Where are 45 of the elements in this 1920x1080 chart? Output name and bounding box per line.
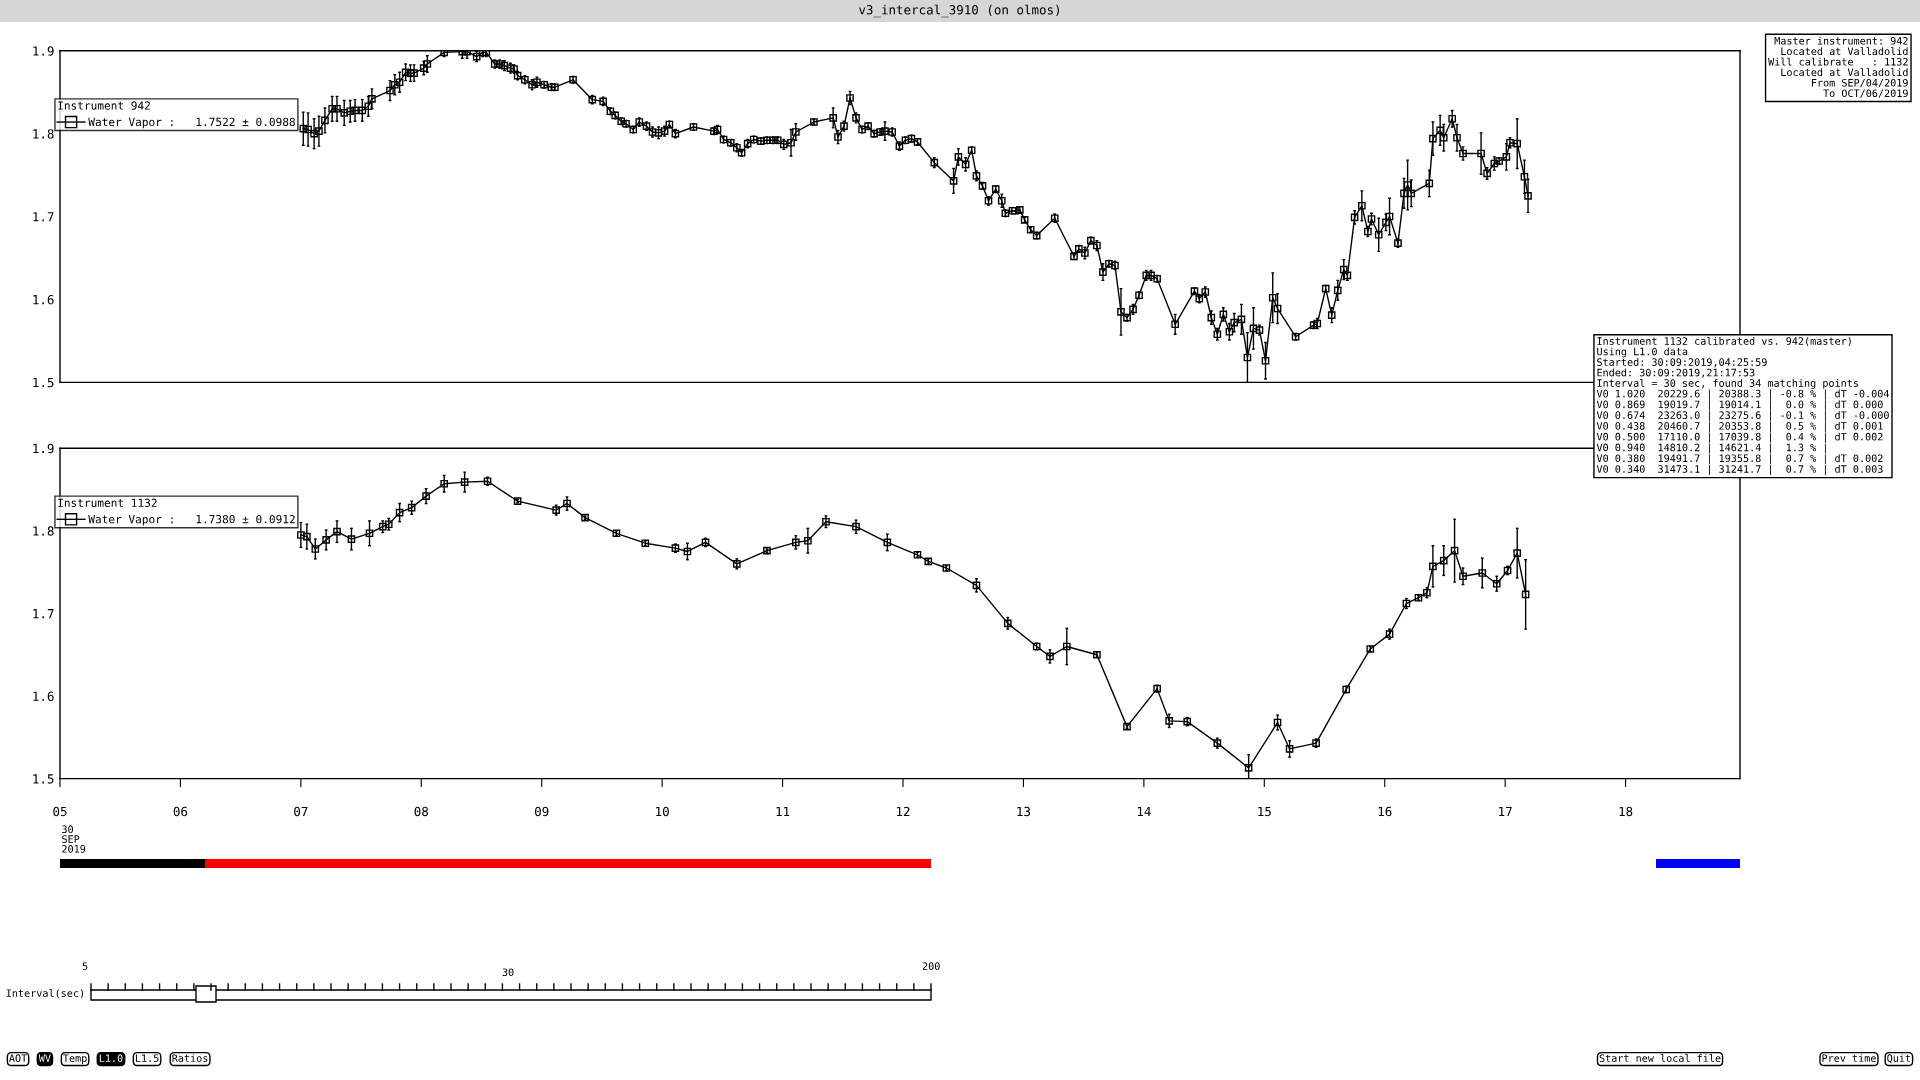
y-tick-label: 1.9	[33, 46, 54, 56]
text: 30	[502, 968, 514, 977]
y-tick-label: 1.9	[33, 443, 54, 454]
y-tick-label: 1.5	[33, 774, 54, 784]
y-tick-label: 1.5	[33, 377, 54, 388]
text: Interval(sec)	[6, 989, 83, 999]
text: Instrument 1132 calibrated vs. 942(master) Using L1.0 data Started: 30:09:2019,04:25:59 Ended: 30:09:2019,21:17:53 Interval = 30 sec, found 34 matching points V0 1.020 20229.6 | 20388.3 | -0.8 % | dT -0.004 V0 0.869 19019.7 | 19014.1 | 0.0 % | dT 0.000 V0 0.674 23263.0 | 23275.6 | -0.1 % | dT -0.000 V0 0.438 20460.7 | 20353.8 | 0.5 % | dT 0.001 V0 0.500 17110.0 | 17039.8 | 0.4 % | dT 0.002 V0 0.940 14810.2 | 14621.4 | 1.3 % | V0 0.380 19491.7 | 19355.8 | 0.7 % | dT 0.002 V0 0.340 31473.1 | 31241.7 | 0.7 % | dT 0.003	[1596, 336, 1889, 476]
text: AOT	[9, 1054, 27, 1063]
y-tick-label: 1.7	[33, 609, 54, 619]
x-tick-label: 18	[1619, 806, 1633, 817]
y-tick-label: 1.8	[33, 129, 54, 139]
text: 5	[82, 962, 88, 970]
x-tick-label: 11	[776, 806, 790, 817]
text: L1.5	[135, 1054, 159, 1063]
text: Ratios	[172, 1054, 208, 1063]
text: L1.0	[99, 1054, 123, 1063]
legend-title: Instrument 942	[58, 101, 150, 110]
text: Prev time	[1822, 1054, 1876, 1063]
text: 200	[922, 962, 940, 970]
x-tick-label: 09	[535, 806, 549, 817]
chart-title: v3_intercal_3910 (on olmos)	[859, 4, 1059, 18]
x-tick-label: 12	[896, 806, 910, 817]
x-tick-label: 13	[1017, 806, 1031, 817]
x-tick-label: 08	[414, 806, 429, 817]
x-tick-label: 06	[173, 806, 188, 817]
text: Quit	[1887, 1054, 1911, 1064]
legend-label: Water Vapor : 1.7522 ± 0.0988	[88, 117, 295, 129]
x-tick-label: 05	[53, 806, 67, 817]
x-tick-label: 16	[1378, 806, 1392, 817]
text: Temp	[63, 1054, 87, 1064]
text: Start new local file	[1599, 1054, 1721, 1063]
x-tick-label: 07	[294, 806, 308, 817]
text: 30 SEP 2019	[62, 825, 86, 853]
y-tick-label: 1.7	[33, 212, 54, 222]
y-tick-label: 1.6	[33, 294, 54, 305]
text: Master instrument: 942 Located at Valladolid Will calibrate : 1132 Located at Valladolid From SEP/04/2019 To OCT/06/2019	[1768, 36, 1908, 98]
legend-title: Instrument 1132	[58, 498, 157, 507]
y-tick-label: 1.8	[33, 526, 54, 536]
x-tick-label: 17	[1499, 806, 1512, 817]
x-tick-label: 10	[656, 806, 669, 817]
legend-label: Water Vapor : 1.7380 ± 0.0912	[88, 514, 295, 526]
x-tick-label: 14	[1137, 806, 1151, 817]
text: WV	[38, 1054, 51, 1062]
y-tick-label: 1.6	[33, 691, 54, 702]
x-tick-label: 15	[1258, 806, 1271, 817]
